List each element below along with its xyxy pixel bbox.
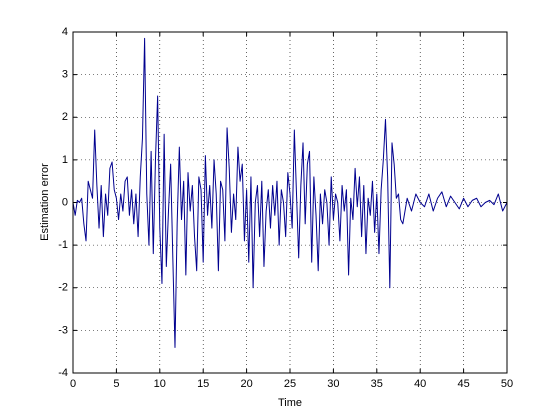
- x-tick-label: 10: [154, 378, 166, 390]
- y-tick-label: 4: [62, 26, 68, 38]
- y-tick-label: 3: [62, 69, 68, 81]
- y-tick-label: -2: [58, 282, 68, 294]
- y-tick-label: 2: [62, 111, 68, 123]
- x-tick-label: 40: [414, 378, 426, 390]
- plot-frame: [72, 31, 508, 374]
- x-tick-label: 15: [197, 378, 209, 390]
- x-tick-label: 45: [457, 378, 469, 390]
- x-tick-label: 5: [113, 378, 119, 390]
- y-tick-label: -3: [58, 324, 68, 336]
- x-tick-label: 35: [371, 378, 383, 390]
- y-tick-label: -1: [58, 239, 68, 251]
- data-line: [72, 37, 508, 348]
- y-axis-label: Estimation error: [39, 163, 51, 241]
- y-tick-label: 1: [62, 154, 68, 166]
- x-tick-label: 50: [501, 378, 513, 390]
- x-tick-label: 30: [327, 378, 339, 390]
- x-tick-label: 20: [240, 378, 252, 390]
- y-tick-label: 0: [62, 196, 68, 208]
- x-tick-label: 0: [70, 378, 76, 390]
- y-tick-label: -4: [58, 367, 68, 379]
- x-axis-label: Time: [278, 397, 302, 409]
- x-tick-label: 25: [284, 378, 296, 390]
